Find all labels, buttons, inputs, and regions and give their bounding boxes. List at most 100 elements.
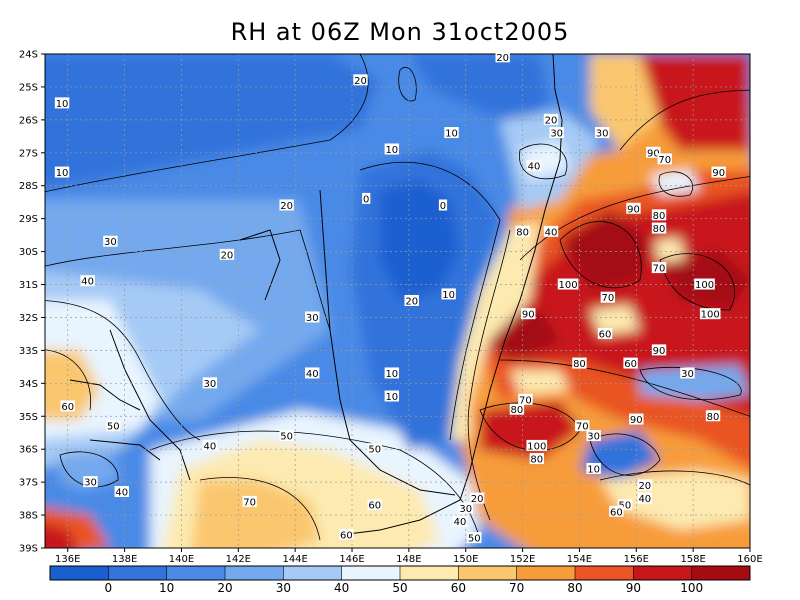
- contour-label-bg: [575, 420, 590, 432]
- lat-tick-label: 38S: [19, 511, 38, 522]
- contour-label-bg: [629, 413, 644, 425]
- contour-label-bg: [705, 410, 721, 422]
- contour-label-bg: [515, 225, 530, 237]
- colorbar-swatch: [225, 566, 284, 580]
- contour-label: 80: [530, 455, 543, 466]
- contour-label: 20: [280, 201, 293, 212]
- colorbar: 0 10 20 30 40 50 60 70 80 90 100: [49, 565, 751, 595]
- contour-label: 20: [638, 481, 651, 492]
- lon-tick-label: 136E: [55, 554, 80, 565]
- contour-label-bg: [384, 143, 400, 155]
- contour-label-bg: [54, 97, 70, 109]
- contour-label: 30: [204, 379, 217, 390]
- contour-label-bg: [597, 327, 613, 339]
- contour-label-bg: [543, 225, 559, 237]
- graticule: [45, 54, 750, 548]
- contour-label-bg: [305, 311, 320, 323]
- lat-tick-label: 26S: [19, 115, 38, 126]
- contour-label: 80: [516, 227, 529, 238]
- contour-label: 100: [559, 280, 578, 291]
- contour-label-bg: [651, 262, 667, 274]
- contour-label: 10: [442, 290, 455, 301]
- contour-label: 30: [104, 237, 117, 248]
- contour-label-bg: [60, 400, 75, 412]
- contour-label: 100: [695, 280, 714, 291]
- colorbar-label: 100: [680, 581, 703, 595]
- contour-label: 80: [511, 405, 524, 416]
- contour-label-bg: [339, 528, 354, 540]
- rh-field: [45, 54, 750, 548]
- contour-label: 40: [306, 369, 319, 380]
- contour-label: 30: [587, 432, 600, 443]
- contour-label-bg: [495, 51, 510, 63]
- contour-label-bg: [586, 430, 601, 442]
- contour-label: 10: [385, 392, 398, 403]
- contour-label-bg: [353, 74, 368, 86]
- colorbar-label: 90: [626, 581, 641, 595]
- lat-tick-label: 30S: [19, 247, 38, 258]
- contour-label-bg: [521, 308, 536, 320]
- colorbar-label: 0: [105, 581, 113, 595]
- contour-label-bg: [594, 127, 610, 139]
- contour-label-bg: [54, 166, 70, 178]
- contour-label: 70: [601, 293, 614, 304]
- lon-tick-label: 148E: [396, 554, 421, 565]
- contour-label: 80: [653, 211, 666, 222]
- contour-label: 60: [61, 402, 74, 413]
- contour-label-bg: [509, 403, 525, 415]
- contour-label-bg: [646, 146, 661, 158]
- colorbar-swatch: [166, 566, 226, 580]
- contour-label: 90: [522, 310, 535, 321]
- contour-label: 20: [221, 250, 234, 261]
- contour-label: 50: [468, 534, 481, 545]
- lat-tick-label: 25S: [19, 82, 38, 93]
- contour-label: 40: [204, 441, 217, 452]
- lat-tick-label: 37S: [19, 478, 38, 489]
- contour-label-bg: [572, 357, 587, 369]
- lon-tick-label: 140E: [169, 554, 194, 565]
- contour-label: 20: [405, 297, 418, 308]
- contour-label: 80: [573, 359, 586, 370]
- contour-label: 90: [630, 415, 643, 426]
- contour-label-bg: [637, 479, 653, 491]
- contour-label-bg: [367, 499, 382, 511]
- colorbar-swatch: [575, 566, 634, 580]
- contour-label: 70: [519, 395, 532, 406]
- colorbar-swatch: [516, 566, 576, 580]
- contour-label-bg: [242, 495, 257, 507]
- contour-label: 40: [81, 277, 94, 288]
- contour-label-bg: [404, 295, 419, 306]
- contour-label: 100: [701, 310, 720, 321]
- contour-label-bg: [526, 439, 548, 451]
- contour-label: 60: [368, 501, 381, 512]
- lat-tick-label: 29S: [19, 214, 38, 225]
- lon-tick-label: 138E: [112, 554, 137, 565]
- colorbar-label: 10: [159, 581, 174, 595]
- colorbar-label: 50: [392, 581, 407, 595]
- contour-label-bg: [637, 492, 653, 504]
- latitude-axis: 24S 25S 26S 27S 28S 29S 30S 31S 32S 33S 34S 35S 36S 3…: [19, 50, 45, 555]
- contour-label: 10: [385, 145, 398, 156]
- colorbar-label: 80: [567, 581, 582, 595]
- contour-label-bg: [362, 192, 371, 204]
- lat-tick-label: 39S: [19, 544, 38, 555]
- contour-label: 80: [653, 224, 666, 235]
- contour-label-bg: [651, 222, 667, 234]
- contour-label: 20: [471, 494, 484, 505]
- contour-label: 90: [647, 148, 660, 159]
- lat-tick-label: 31S: [19, 280, 38, 291]
- contour-label: 60: [624, 359, 637, 370]
- contour-label-bg: [114, 486, 129, 498]
- contour-label: 20: [496, 53, 509, 64]
- contour-label: 0: [440, 201, 446, 212]
- contour-label-bg: [106, 420, 121, 432]
- contour-label-bg: [543, 113, 559, 125]
- colorbar-swatch: [633, 566, 693, 580]
- contour-label: 30: [550, 129, 563, 140]
- contour-label: 30: [306, 313, 319, 324]
- contour-label: 30: [459, 504, 472, 515]
- colorbar-label: 30: [276, 581, 291, 595]
- lon-tick-label: 150E: [453, 554, 478, 565]
- colorbar-label: 40: [334, 581, 349, 595]
